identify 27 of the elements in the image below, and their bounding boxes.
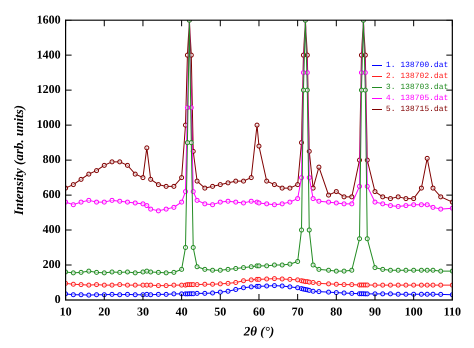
legend-label: 2. 138702.dat [386,71,448,82]
x-tick-label: 20 [98,304,110,318]
x-tick-label: 40 [176,304,188,318]
y-axis-title: Intensity (arb. units) [11,105,26,216]
y-tick-label: 1200 [36,82,61,96]
x-tick-label: 30 [136,304,149,318]
x-tick-label: 90 [368,304,381,318]
legend-label: 3. 138703.dat [386,82,448,94]
legend-label: 4. 138705.dat [386,93,448,104]
x-tick-label: 10 [60,304,72,318]
x-tick-label: 60 [252,304,265,318]
y-tick-label: 1000 [36,117,61,132]
legend-label: 1. 138700.dat [386,60,448,72]
y-tick-label: 200 [42,257,61,272]
y-tick-label: 1400 [36,47,61,62]
x-tick-label: 70 [292,304,304,318]
x-axis-title: 2θ (°) [242,324,274,339]
y-tick-label: 1600 [36,12,61,26]
x-tick-label: 110 [444,304,462,318]
x-tick-label: 80 [330,304,342,318]
x-tick-label: 100 [404,304,423,318]
x-tick-label: 50 [214,304,226,318]
y-tick-label: 800 [42,152,61,166]
legend-label: 5. 138715.dat [386,104,448,116]
y-tick-label: 0 [54,292,61,306]
y-tick-label: 400 [42,222,61,236]
y-tick-label: 600 [42,187,61,202]
